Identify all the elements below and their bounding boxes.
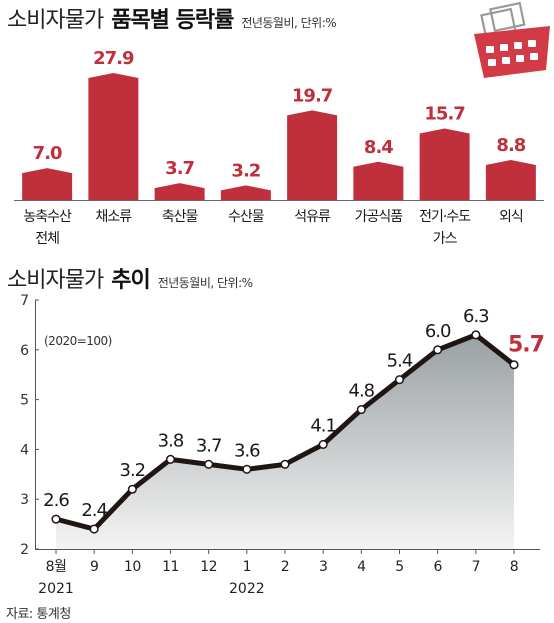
data-point [89,524,99,534]
y-tick-label: 7 [20,293,29,309]
bar [485,159,536,200]
x-tick-label: 5 [395,559,403,575]
point-value-label: 2.6 [43,490,69,511]
data-point [51,514,61,524]
bar-category-label: 석유류 [294,209,331,225]
x-tick-label: 11 [162,559,179,575]
bar-category-label: 채소류 [96,209,133,225]
x-tick-label: 2 [281,559,289,575]
line-title-main: 소비자물가 [7,268,104,293]
x-tick-label: 12 [200,559,217,575]
bar [154,183,205,200]
data-point [433,345,443,355]
x-tick-label: 4 [357,559,366,575]
data-point [165,454,176,464]
line-title-sub: 추이 [111,268,150,293]
bar [22,168,73,200]
bar-category-label: 가공식품 [355,209,404,225]
data-point [471,330,481,340]
bar-title-note: 전년동월비, 단위:% [241,16,337,30]
bar-title-sub: 품목별 등락률 [111,8,234,33]
data-point [127,484,137,494]
x-tick-label: 10 [124,559,141,575]
data-point [394,375,405,385]
y-tick-label: 5 [20,393,29,409]
x-tick-label: 8 [510,559,518,575]
line-chart: (2020=100) 2 3 4 5 6 7 2.6 8월 2.4 9 3.2 10 3.8 11 3.7 1… [20,293,545,597]
bar [353,161,404,200]
bar-value-label: 7.0 [33,143,62,164]
bar-value-label: 19.7 [292,85,333,106]
year-label: 2022 [229,581,265,597]
point-value-label: 5.4 [387,351,413,372]
bar-value-label: 27.9 [93,48,134,69]
data-point [204,459,214,469]
source-note: 자료: 통계청 [6,607,71,622]
bar-category-label: 외식 [499,209,523,225]
bar [220,185,271,200]
bar-title-main: 소비자물가 [7,8,104,33]
point-value-label: 5.7 [508,333,544,358]
bar [88,73,139,200]
y-tick-label: 4 [20,442,29,458]
bar [287,110,338,200]
data-point [242,464,252,474]
bar-category-label: 농축수산 [23,209,72,225]
data-point [509,360,519,370]
point-value-label: 2.4 [81,500,107,521]
bar-category-label: 전기·수도 [419,209,471,225]
point-value-label: 3.8 [158,430,184,451]
y-tick-label: 3 [20,492,29,508]
area-fill [56,334,514,549]
shopping-basket-icon [474,1,550,78]
line-title-note: 전년동월비, 단위:% [157,276,253,290]
x-tick-label: 7 [472,559,480,575]
data-point [280,459,290,469]
bar [419,128,470,200]
bar-value-label: 8.8 [496,135,525,156]
base-year-note: (2020=100) [44,334,112,348]
x-tick-label: 3 [319,559,327,575]
bar-value-label: 8.4 [364,137,393,158]
bar-value-label: 3.2 [231,160,260,181]
point-value-label: 6.3 [463,306,489,327]
point-value-label: 6.0 [425,321,451,342]
x-tick-label: 9 [90,559,98,575]
x-tick-label: 1 [243,559,251,575]
line-chart-title: 소비자물가 추이 전년동월비, 단위:% [7,262,253,294]
y-tick-label: 2 [20,542,29,558]
x-tick-label: 8월 [46,559,67,575]
point-value-label: 3.6 [234,440,260,461]
bar-category-label: 전체 [35,231,59,247]
bar-value-label: 15.7 [424,104,465,125]
bar-category-label: 수산물 [228,209,265,225]
y-tick-label: 6 [20,343,29,359]
bar-category-label: 축산물 [162,209,199,225]
point-value-label: 3.7 [196,435,222,456]
year-label: 2021 [38,581,74,597]
x-tick-label: 6 [433,559,442,575]
bar-category-label: 가스 [433,231,458,247]
point-value-label: 4.8 [349,381,375,402]
point-value-label: 3.2 [120,460,146,481]
data-point [318,439,328,449]
bar-value-label: 3.7 [165,158,194,179]
bar-chart-title: 소비자물가 품목별 등락률 전년동월비, 단위:% [7,2,337,34]
point-value-label: 4.1 [310,415,336,436]
data-point [356,405,366,415]
